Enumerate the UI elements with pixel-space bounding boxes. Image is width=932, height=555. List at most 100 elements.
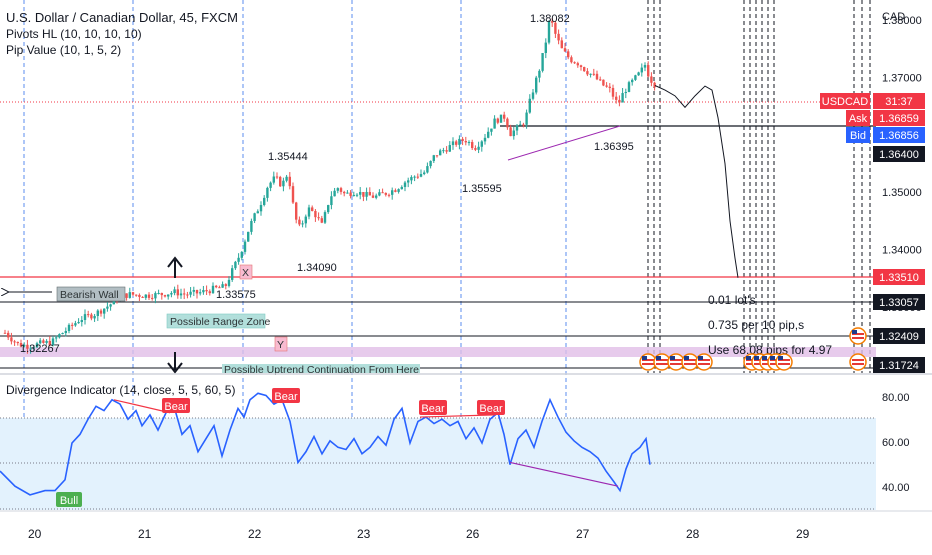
candle[interactable] bbox=[634, 74, 637, 81]
price-pane[interactable]: U.S. Dollar / Canadian Dollar, 45, FXCM … bbox=[0, 0, 876, 510]
candle[interactable] bbox=[266, 186, 269, 202]
candle[interactable] bbox=[547, 20, 551, 45]
candle[interactable] bbox=[576, 61, 579, 68]
candle[interactable] bbox=[445, 146, 448, 154]
candle[interactable] bbox=[448, 141, 451, 153]
candle[interactable] bbox=[74, 320, 77, 327]
candle[interactable] bbox=[304, 214, 307, 228]
candle[interactable] bbox=[451, 137, 455, 150]
possible-range-zone-box[interactable] bbox=[166, 313, 266, 329]
pivot-trendline[interactable] bbox=[507, 125, 621, 161]
candle[interactable] bbox=[64, 327, 67, 337]
candle[interactable] bbox=[80, 316, 83, 327]
candle[interactable] bbox=[83, 309, 87, 325]
candle[interactable] bbox=[58, 333, 61, 339]
candle[interactable] bbox=[570, 55, 573, 64]
time-axis[interactable]: 20 21 22 23 26 27 28 29 bbox=[0, 510, 932, 541]
candle[interactable] bbox=[16, 341, 19, 346]
candle[interactable] bbox=[643, 62, 647, 72]
candle[interactable] bbox=[589, 73, 592, 78]
candle[interactable] bbox=[208, 289, 211, 296]
candle[interactable] bbox=[592, 68, 595, 76]
candle[interactable] bbox=[61, 332, 64, 335]
candle[interactable] bbox=[487, 127, 490, 139]
candle[interactable] bbox=[631, 78, 634, 86]
candle[interactable] bbox=[234, 260, 237, 270]
candle[interactable] bbox=[13, 339, 16, 346]
candle[interactable] bbox=[637, 71, 640, 76]
candle[interactable] bbox=[531, 88, 535, 101]
candle[interactable] bbox=[567, 49, 570, 60]
candle[interactable] bbox=[365, 187, 368, 201]
possible-uptrend-box[interactable] bbox=[222, 364, 420, 373]
economic-events[interactable] bbox=[639, 327, 867, 371]
candle[interactable] bbox=[618, 95, 621, 107]
candle[interactable] bbox=[138, 293, 141, 302]
candle[interactable] bbox=[29, 346, 32, 354]
candle[interactable] bbox=[605, 82, 608, 88]
candle[interactable] bbox=[400, 185, 403, 190]
us-flag-icon[interactable] bbox=[653, 353, 671, 371]
oscillator-pane[interactable]: Divergence Indicator (14, close, 5, 5, 6… bbox=[0, 383, 910, 510]
candle[interactable] bbox=[602, 79, 605, 87]
candle[interactable] bbox=[320, 215, 323, 224]
bear-label-3[interactable]: Bear bbox=[419, 400, 447, 415]
candle[interactable] bbox=[90, 312, 93, 321]
candle[interactable] bbox=[490, 128, 493, 136]
candle[interactable] bbox=[288, 172, 291, 190]
candle[interactable] bbox=[77, 318, 80, 324]
candle[interactable] bbox=[256, 209, 259, 214]
candle[interactable] bbox=[595, 70, 599, 81]
candle[interactable] bbox=[499, 114, 503, 123]
candle[interactable] bbox=[202, 285, 205, 295]
candles[interactable] bbox=[3, 18, 656, 354]
candle[interactable] bbox=[519, 120, 522, 126]
candle[interactable] bbox=[317, 212, 320, 221]
candle[interactable] bbox=[240, 251, 243, 261]
candle[interactable] bbox=[435, 155, 439, 158]
candle[interactable] bbox=[147, 292, 151, 301]
candle[interactable] bbox=[243, 239, 247, 255]
candle[interactable] bbox=[151, 294, 154, 301]
candle[interactable] bbox=[215, 284, 218, 289]
oscillator-line[interactable] bbox=[0, 392, 651, 496]
candle[interactable] bbox=[554, 21, 557, 39]
candle[interactable] bbox=[32, 345, 35, 352]
candle[interactable] bbox=[362, 191, 365, 202]
candle[interactable] bbox=[307, 204, 311, 220]
candle[interactable] bbox=[503, 111, 506, 122]
candle[interactable] bbox=[314, 209, 317, 222]
candle[interactable] bbox=[579, 64, 583, 71]
candle[interactable] bbox=[557, 29, 560, 45]
candle[interactable] bbox=[237, 253, 240, 265]
candle[interactable] bbox=[3, 329, 7, 334]
candle[interactable] bbox=[295, 201, 298, 224]
candle[interactable] bbox=[87, 310, 90, 318]
candle[interactable] bbox=[51, 336, 55, 347]
candle[interactable] bbox=[599, 76, 602, 82]
candle[interactable] bbox=[333, 187, 336, 197]
candle[interactable] bbox=[39, 338, 42, 345]
candle[interactable] bbox=[160, 292, 163, 300]
candle[interactable] bbox=[413, 175, 416, 182]
candle[interactable] bbox=[439, 148, 442, 156]
bearish-wall-box[interactable] bbox=[56, 286, 126, 302]
candle[interactable] bbox=[394, 188, 397, 193]
candle[interactable] bbox=[650, 72, 653, 87]
candle[interactable] bbox=[522, 122, 525, 128]
candle[interactable] bbox=[410, 175, 413, 185]
candle[interactable] bbox=[195, 289, 199, 299]
canada-flag-icon[interactable] bbox=[849, 353, 867, 371]
candle[interactable] bbox=[496, 117, 499, 125]
candle[interactable] bbox=[224, 283, 227, 290]
candle[interactable] bbox=[461, 136, 464, 146]
candle[interactable] bbox=[477, 141, 480, 154]
y-marker-box[interactable] bbox=[274, 336, 288, 352]
x-marker-box[interactable] bbox=[239, 264, 253, 280]
candle[interactable] bbox=[192, 286, 195, 297]
candle[interactable] bbox=[419, 169, 423, 178]
candle[interactable] bbox=[611, 84, 615, 100]
candle[interactable] bbox=[355, 193, 359, 198]
candle[interactable] bbox=[426, 162, 429, 174]
